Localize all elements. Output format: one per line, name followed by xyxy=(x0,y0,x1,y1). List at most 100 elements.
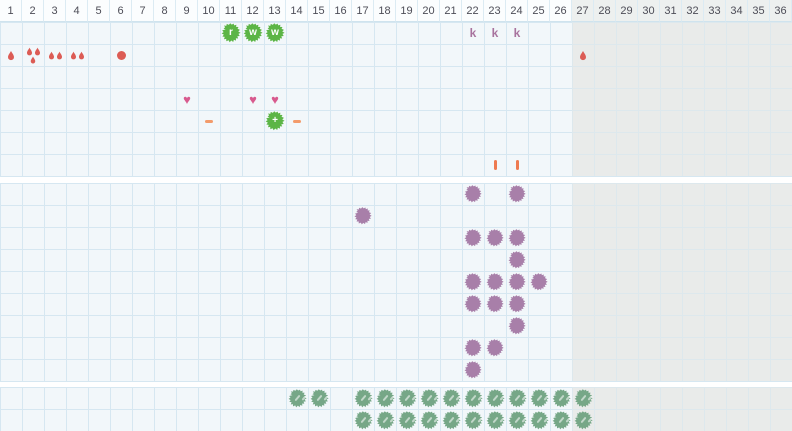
yield-splat-icon[interactable] xyxy=(506,387,528,409)
harvest-splat-icon[interactable] xyxy=(462,337,484,359)
water-drop-icon[interactable] xyxy=(572,44,594,66)
yield-splat-icon[interactable] xyxy=(506,409,528,431)
yield-splat-icon[interactable] xyxy=(550,387,572,409)
week-label: 19 xyxy=(396,0,418,22)
harvest-splat-icon[interactable] xyxy=(484,227,506,249)
yield-splat-icon[interactable] xyxy=(484,387,506,409)
week-label: 27 xyxy=(572,0,594,22)
harvest-splat-icon[interactable] xyxy=(506,227,528,249)
splat-letter: w xyxy=(249,27,257,38)
week-label: 16 xyxy=(330,0,352,22)
yield-splat-icon[interactable] xyxy=(396,409,418,431)
harvest-splat-icon[interactable] xyxy=(506,293,528,315)
heart-icon[interactable]: ♥ xyxy=(183,91,191,107)
water-drop-icon[interactable] xyxy=(0,44,22,66)
yield-splat-icon[interactable] xyxy=(418,409,440,431)
letter-k-icon[interactable]: k xyxy=(469,26,477,40)
week-label: 36 xyxy=(770,0,792,22)
week-label: 2 xyxy=(22,0,44,22)
week-label: 9 xyxy=(176,0,198,22)
yield-splat-icon[interactable] xyxy=(440,409,462,431)
week-label: 22 xyxy=(462,0,484,22)
week-label: 5 xyxy=(88,0,110,22)
water-drops-2-icon[interactable] xyxy=(66,44,88,66)
week-label: 8 xyxy=(154,0,176,22)
week-label: 28 xyxy=(594,0,616,22)
yield-splat-icon[interactable] xyxy=(374,409,396,431)
week-label: 21 xyxy=(440,0,462,22)
harvest-splat-icon[interactable] xyxy=(506,183,528,205)
yield-splat-icon[interactable] xyxy=(352,387,374,409)
sow-splat-icon[interactable]: r xyxy=(220,22,242,44)
week-label: 4 xyxy=(66,0,88,22)
off-season-zone xyxy=(572,22,792,176)
harvest-splat-icon[interactable] xyxy=(506,315,528,337)
harvest-splat-icon[interactable] xyxy=(352,205,374,227)
yield-splat-icon[interactable] xyxy=(528,409,550,431)
yield-splat-icon[interactable] xyxy=(352,409,374,431)
week-label: 34 xyxy=(726,0,748,22)
yield-splat-icon[interactable] xyxy=(462,409,484,431)
yield-splat-icon[interactable] xyxy=(484,409,506,431)
dot-icon[interactable] xyxy=(110,44,132,66)
sow-splat-icon[interactable]: w xyxy=(242,22,264,44)
week-label: 30 xyxy=(638,0,660,22)
yield-splat-icon[interactable] xyxy=(462,387,484,409)
dash-icon[interactable] xyxy=(198,110,220,132)
harvest-splat-icon[interactable] xyxy=(462,293,484,315)
yield-splat-icon[interactable] xyxy=(308,387,330,409)
week-label: 3 xyxy=(44,0,66,22)
water-drops-3-icon[interactable] xyxy=(22,44,44,66)
harvest-splat-icon[interactable] xyxy=(506,249,528,271)
harvest-splat-icon[interactable] xyxy=(462,359,484,381)
calendar-section-yield xyxy=(0,387,792,431)
yield-splat-icon[interactable] xyxy=(572,387,594,409)
week-label: 13 xyxy=(264,0,286,22)
sow-splat-icon[interactable]: + xyxy=(264,110,286,132)
vertical-bar-icon[interactable] xyxy=(506,154,528,176)
harvest-splat-icon[interactable] xyxy=(462,271,484,293)
harvest-splat-icon[interactable] xyxy=(484,337,506,359)
harvest-splat-icon[interactable] xyxy=(484,293,506,315)
yield-splat-icon[interactable] xyxy=(572,409,594,431)
week-label: 24 xyxy=(506,0,528,22)
yield-splat-icon[interactable] xyxy=(286,387,308,409)
week-label: 10 xyxy=(198,0,220,22)
water-drops-2-icon[interactable] xyxy=(44,44,66,66)
week-header-row: 1 2 3 4 5 6 7 8 9 10 11 12 13 14 15 16 17 18 19 20 21 22 23 24 2… xyxy=(0,0,792,22)
heart-icon[interactable]: ♥ xyxy=(249,91,257,107)
week-label: 26 xyxy=(550,0,572,22)
yield-splat-icon[interactable] xyxy=(550,409,572,431)
yield-splat-icon[interactable] xyxy=(528,387,550,409)
heart-icon[interactable]: ♥ xyxy=(271,91,279,107)
harvest-splat-icon[interactable] xyxy=(462,183,484,205)
harvest-splat-icon[interactable] xyxy=(484,271,506,293)
week-label: 11 xyxy=(220,0,242,22)
week-label: 29 xyxy=(616,0,638,22)
dash-icon[interactable] xyxy=(286,110,308,132)
week-label: 32 xyxy=(682,0,704,22)
sow-splat-icon[interactable]: w xyxy=(264,22,286,44)
week-label: 1 xyxy=(0,0,22,22)
week-label: 33 xyxy=(704,0,726,22)
week-label: 20 xyxy=(418,0,440,22)
week-label: 6 xyxy=(110,0,132,22)
yield-splat-icon[interactable] xyxy=(418,387,440,409)
vertical-bar-icon[interactable] xyxy=(484,154,506,176)
yield-splat-icon[interactable] xyxy=(396,387,418,409)
week-label: 35 xyxy=(748,0,770,22)
letter-k-icon[interactable]: k xyxy=(491,26,499,40)
yield-splat-icon[interactable] xyxy=(374,387,396,409)
harvest-splat-icon[interactable] xyxy=(462,227,484,249)
harvest-splat-icon[interactable] xyxy=(506,271,528,293)
splat-letter: + xyxy=(272,115,278,126)
calendar-section-harvest xyxy=(0,183,792,382)
week-label: 18 xyxy=(374,0,396,22)
yield-splat-icon[interactable] xyxy=(440,387,462,409)
letter-k-icon[interactable]: k xyxy=(513,26,521,40)
week-label: 31 xyxy=(660,0,682,22)
harvest-splat-icon[interactable] xyxy=(528,271,550,293)
week-label: 7 xyxy=(132,0,154,22)
week-label: 17 xyxy=(352,0,374,22)
